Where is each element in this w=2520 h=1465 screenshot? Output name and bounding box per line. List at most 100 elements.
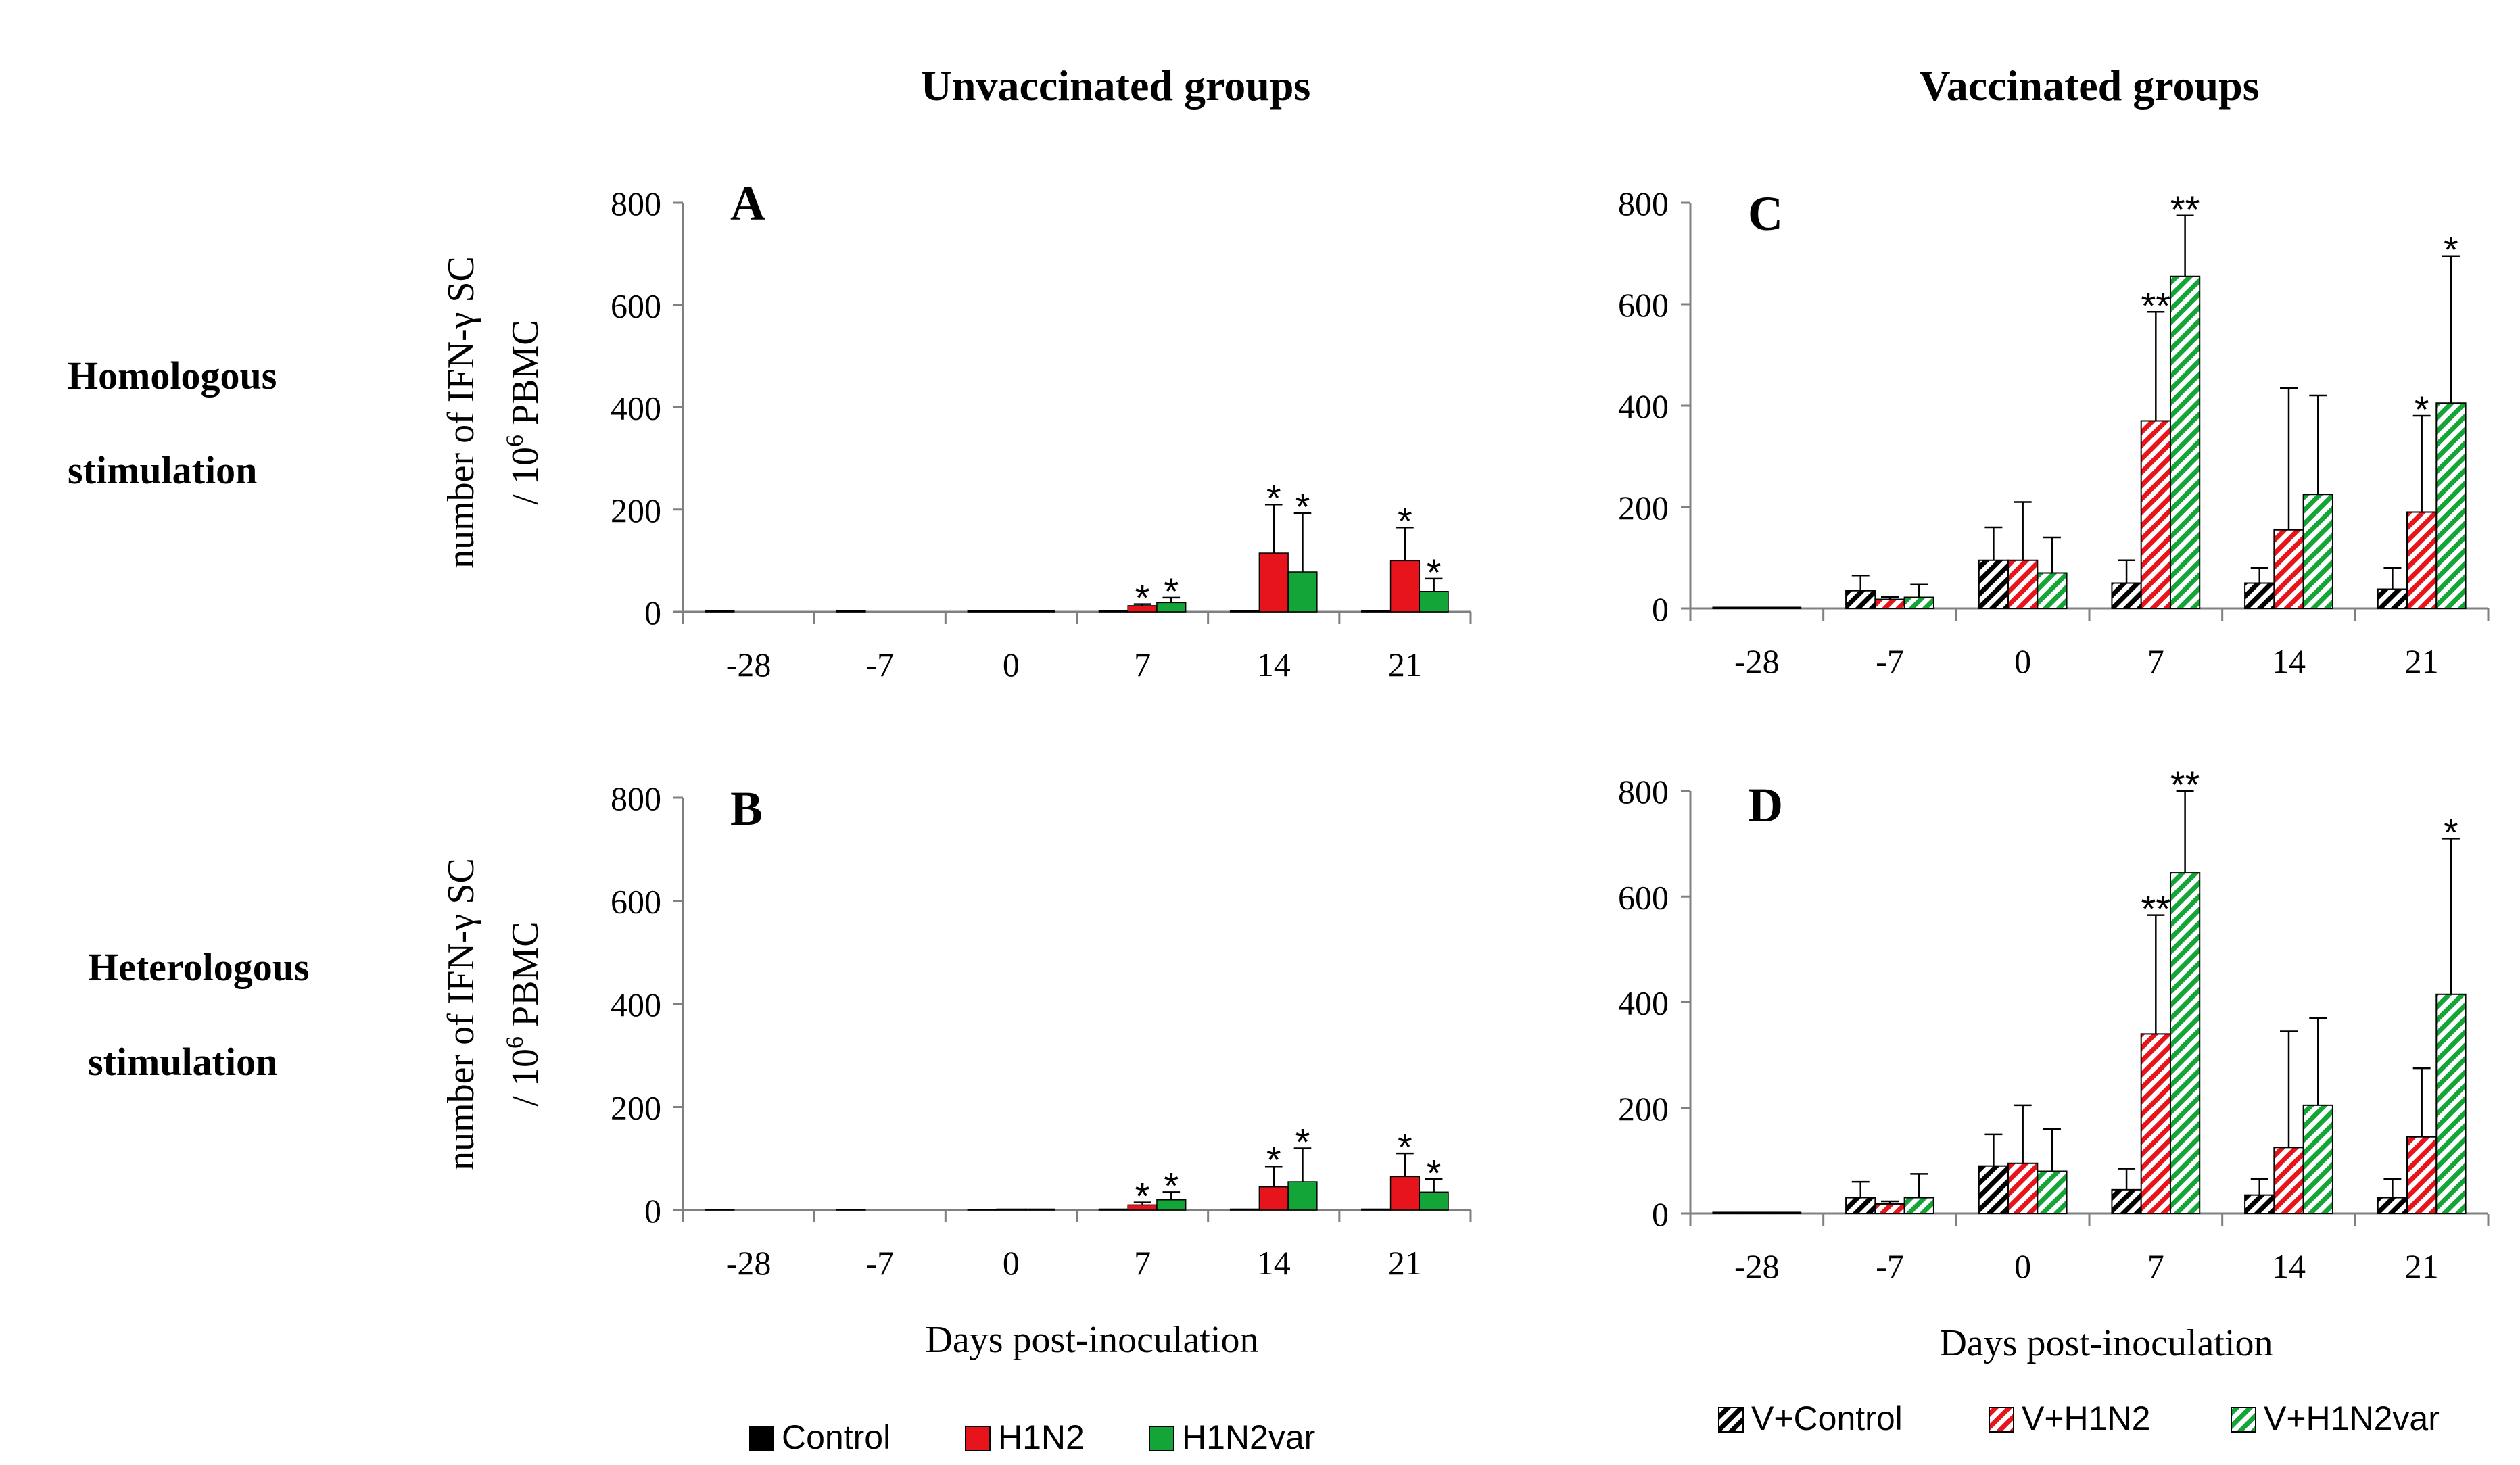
legend-swatch-v-h1n2var [2231,1407,2256,1433]
bar-a-control-m28 [705,610,735,613]
x-axis-title-left: Days post-inoculation [925,1319,1258,1361]
sig-marker-b-h1n2-14: * [1266,1138,1281,1181]
y-tick-label-a-1: 200 [611,491,661,529]
y-tick-label-d-2: 400 [1618,984,1669,1022]
y-tick-label-a-2: 400 [611,389,661,427]
bar-d-v-h1n2-14 [2273,1147,2304,1214]
bar-a-control-21 [1361,610,1392,613]
x-tick-label-b-0: -28 [726,1244,771,1282]
y-axis-title-bottom-line2: / 106 PBMC [501,921,546,1106]
sig-marker-b-h1n2var-7: * [1164,1164,1179,1207]
bar-d-v-control-0 [1978,1165,2010,1214]
bar-c-v-h1n2var-14 [2302,494,2333,609]
bar-c-v-h1n2var-m28 [1770,606,1802,609]
y-tick-label-b-3: 600 [611,883,661,921]
sig-marker-a-h1n2-21: * [1398,500,1412,542]
legend-swatch-h1n2var [1149,1426,1174,1451]
bar-d-v-h1n2-m28 [1741,1211,1772,1214]
bar-b-h1n2-0 [996,1208,1026,1211]
bar-c-v-control-14 [2244,582,2275,609]
bar-b-h1n2-14 [1258,1186,1289,1211]
bar-b-control-14 [1229,1208,1260,1211]
x-tick-label-d-1: -7 [1876,1247,1904,1285]
x-tick-label-c-1: -7 [1876,642,1904,680]
bar-d-v-control-m28 [1712,1211,1743,1214]
y-tick-label-d-0: 0 [1652,1195,1669,1233]
row-label-homologous-1: Homologous [68,354,277,398]
x-axis-title-right: Days post-inoculation [1939,1322,2273,1364]
x-tick-label-b-4: 14 [1257,1244,1291,1282]
header-vaccinated: Vaccinated groups [1919,62,2259,110]
row-label-homologous-2: stimulation [68,448,257,492]
y-axis-title-top: number of IFN-γ SC / 106 PBMC [440,256,546,569]
bar-b-control-m28 [705,1209,735,1211]
y-axis-title-top-line2: / 106 PBMC [501,320,546,504]
x-tick-label-b-2: 0 [1003,1244,1020,1282]
bar-b-control-21 [1361,1208,1392,1211]
bar-d-v-control-7 [2111,1188,2142,1214]
y-axis-title-bottom: number of IFN-γ SC / 106 PBMC [440,858,546,1170]
panel-b: 0 200 400 600 800 -28 -7 0 7 14 21 B * * * * * * [611,779,1472,1282]
legend-label-v-h1n2: V+H1N2 [2022,1399,2150,1437]
bar-d-v-control-14 [2244,1194,2275,1214]
sig-marker-a-h1n2var-21: * [1427,551,1442,594]
panel-letter-d: D [1748,778,1783,832]
bar-d-v-control-21 [2377,1197,2408,1214]
bar-a-h1n2var-21 [1419,591,1449,613]
legend-swatch-h1n2 [965,1426,991,1451]
y-tick-label-b-1: 200 [611,1089,661,1127]
bar-c-v-control-0 [1978,559,2010,609]
y-tick-label-c-1: 200 [1618,489,1669,527]
bar-c-v-control-21 [2377,588,2408,609]
legend-label-control: Control [782,1418,890,1456]
legend-swatch-control [749,1426,774,1451]
legend-swatch-v-h1n2 [1989,1407,2014,1433]
y-tick-label-b-2: 400 [611,986,661,1024]
bar-b-h1n2var-21 [1419,1191,1449,1211]
bar-c-v-h1n2-21 [2406,511,2438,609]
bar-c-v-h1n2var-0 [2037,572,2068,609]
bar-d-v-h1n2-21 [2406,1136,2438,1214]
y-axis-title-top-line1: number of IFN-γ SC [440,256,482,569]
bar-a-h1n2-21 [1389,560,1421,613]
x-tick-label-d-3: 7 [2147,1247,2164,1285]
bar-d-v-h1n2var-m7 [1903,1197,1934,1214]
sig-marker-c-v-h1n2var-21: * [2444,229,2458,271]
x-tick-label-b-1: -7 [865,1244,894,1282]
bar-a-h1n2-14 [1258,552,1289,613]
x-tick-label-a-4: 14 [1257,646,1291,683]
bar-a-h1n2var-0 [1025,610,1055,613]
y-tick-label-b-0: 0 [644,1192,661,1230]
legend-unvaccinated: Control H1N2 H1N2var [749,1418,1315,1456]
row-label-heterologous-2: stimulation [88,1040,277,1084]
bar-b-h1n2var-0 [1025,1208,1055,1211]
y-tick-label-c-2: 400 [1618,387,1669,425]
bar-a-control-m7 [836,610,866,613]
bar-c-v-h1n2-0 [2007,559,2039,609]
bar-a-control-7 [1098,610,1128,613]
bar-c-v-h1n2-m7 [1874,598,1905,609]
sig-marker-a-h1n2-7: * [1135,577,1150,619]
bar-d-v-h1n2var-14 [2302,1104,2333,1214]
legend-label-h1n2var: H1N2var [1182,1418,1315,1456]
legend-label-v-h1n2var: V+H1N2var [2264,1399,2440,1437]
panel-letter-a: A [730,176,765,231]
y-tick-label-d-3: 600 [1618,878,1669,916]
bar-c-v-h1n2var-7 [2169,275,2201,609]
y-tick-label-c-4: 800 [1618,185,1669,222]
row-label-heterologous-1: Heterologous [88,945,310,989]
sig-marker-d-v-h1n2var-21: * [2444,811,2458,853]
bar-b-control-m7 [836,1209,866,1211]
panel-letter-c: C [1748,187,1783,241]
x-tick-label-c-4: 14 [2272,642,2306,680]
bar-a-control-0 [967,610,997,613]
y-tick-label-d-1: 200 [1618,1090,1669,1128]
panel-a: 0 200 400 600 800 -28 -7 0 7 14 21 A * * * * * * [611,176,1472,683]
sig-marker-b-h1n2var-14: * [1295,1121,1310,1163]
y-title-bottom-prefix: / 10 [504,1049,546,1107]
bar-b-control-0 [967,1209,997,1211]
header-unvaccinated: Unvaccinated groups [921,62,1311,110]
x-tick-label-d-5: 21 [2405,1247,2439,1285]
